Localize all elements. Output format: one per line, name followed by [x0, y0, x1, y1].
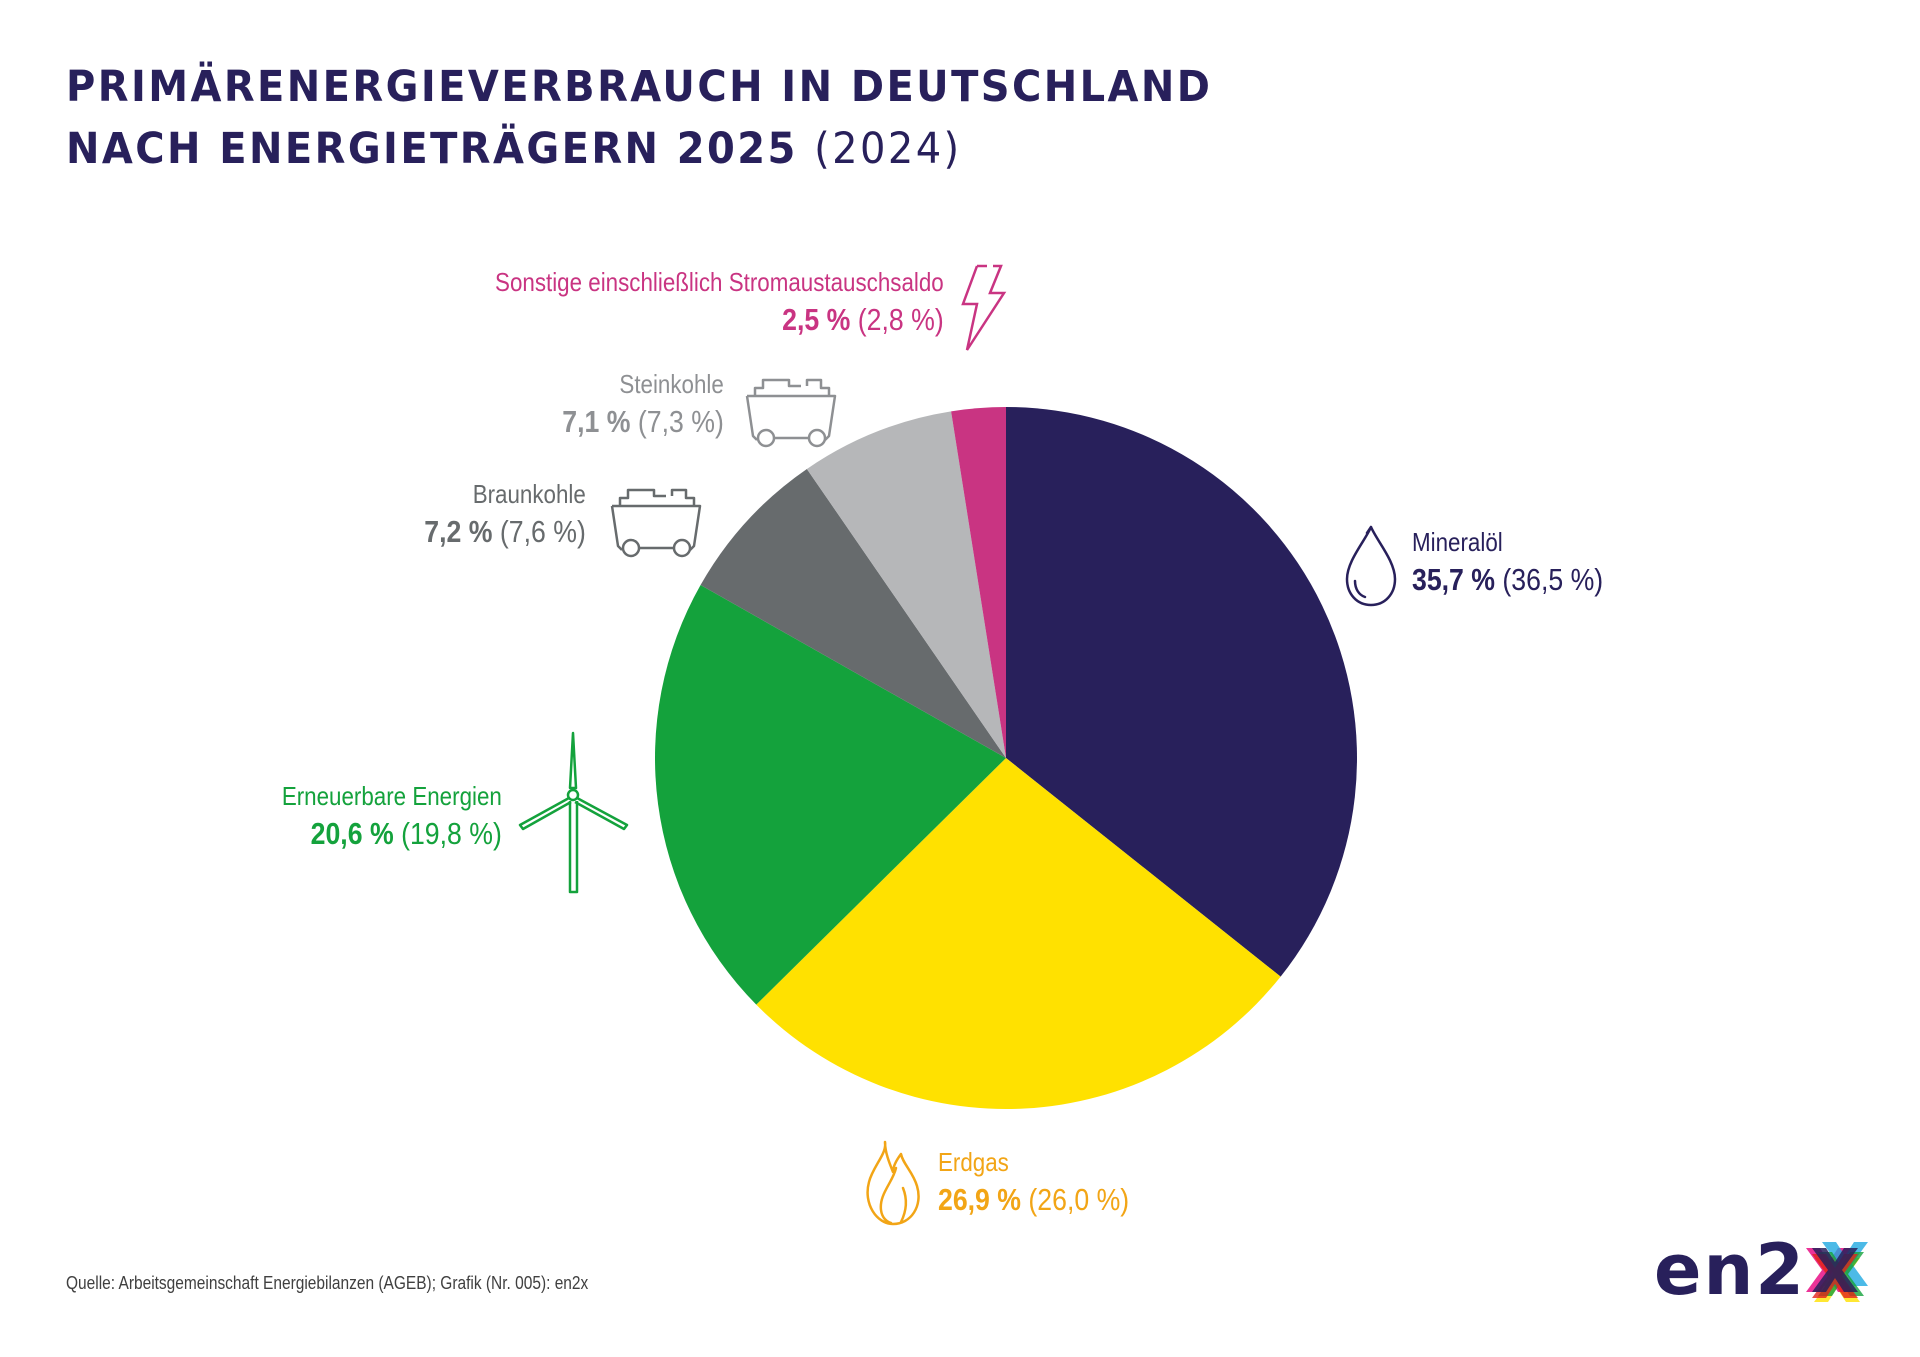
source-note: Quelle: Arbeitsgemeinschaft Energiebilan… [66, 1273, 589, 1293]
label-steinkohle-prev: (7,3 %) [638, 404, 724, 439]
logo-x-stroke [1812, 1248, 1858, 1292]
pie-slice-braunkohle [700, 468, 1006, 758]
label-braunkohle-value: 7,2 % [424, 514, 493, 549]
wind-turbine-icon [515, 730, 635, 895]
coal-cart-icon [745, 374, 837, 450]
label-erdgas: Erdgas 26,9 % (26,0 %) [938, 1144, 1129, 1220]
label-braunkohle-prev: (7,6 %) [500, 514, 586, 549]
label-erdgas-value: 26,9 % [938, 1182, 1022, 1217]
coal-cart-icon [610, 484, 702, 560]
pie-slice-sonstige [951, 407, 1006, 758]
label-erdgas-name: Erdgas [938, 1147, 1009, 1177]
label-mineraloel: Mineralöl 35,7 % (36,5 %) [1412, 524, 1603, 600]
pie-slice-erneuerbare [655, 585, 1006, 1005]
label-mineraloel-name: Mineralöl [1412, 527, 1503, 557]
chart-title: PRIMÄRENERGIEVERBRAUCH IN DEUTSCHLAND NA… [66, 56, 1212, 180]
label-erneuerbare-prev: (19,8 %) [401, 816, 502, 851]
label-mineraloel-value: 35,7 % [1412, 562, 1496, 597]
lightning-icon [955, 258, 1015, 358]
label-erneuerbare: Erneuerbare Energien 20,6 % (19,8 %) [282, 778, 502, 854]
oil-drop-icon [1343, 523, 1399, 609]
pie-slice-steinkohle [806, 411, 1006, 758]
label-steinkohle-value: 7,1 % [562, 404, 631, 439]
label-braunkohle: Braunkohle 7,2 % (7,6 %) [424, 476, 586, 552]
logo-x-icon [1806, 1242, 1868, 1302]
label-braunkohle-name: Braunkohle [472, 479, 586, 509]
label-steinkohle: Steinkohle 7,1 % (7,3 %) [562, 366, 724, 442]
label-steinkohle-name: Steinkohle [619, 369, 724, 399]
label-erneuerbare-value: 20,6 % [310, 816, 394, 851]
title-prev-year: (2024) [814, 124, 962, 174]
label-erneuerbare-name: Erneuerbare Energien [281, 781, 502, 811]
pie-slice-erdgas [756, 758, 1281, 1109]
title-line-1: PRIMÄRENERGIEVERBRAUCH IN DEUTSCHLAND [66, 62, 1213, 112]
flame-icon [863, 1138, 927, 1228]
label-sonstige-value: 2,5 % [782, 302, 851, 337]
label-erdgas-prev: (26,0 %) [1028, 1182, 1130, 1217]
title-line-2: NACH ENERGIETRÄGERN 2025 [66, 124, 798, 174]
label-mineraloel-prev: (36,5 %) [1502, 562, 1604, 597]
label-sonstige-name: Sonstige einschließlich Stromaustauschsa… [495, 267, 944, 297]
label-sonstige-prev: (2,8 %) [858, 302, 944, 337]
label-sonstige: Sonstige einschließlich Stromaustauschsa… [495, 264, 944, 340]
pie-slice-mineraloel [1006, 407, 1358, 977]
logo-text: en2 [1654, 1229, 1807, 1311]
en2x-logo: en2 [1654, 1230, 1874, 1310]
